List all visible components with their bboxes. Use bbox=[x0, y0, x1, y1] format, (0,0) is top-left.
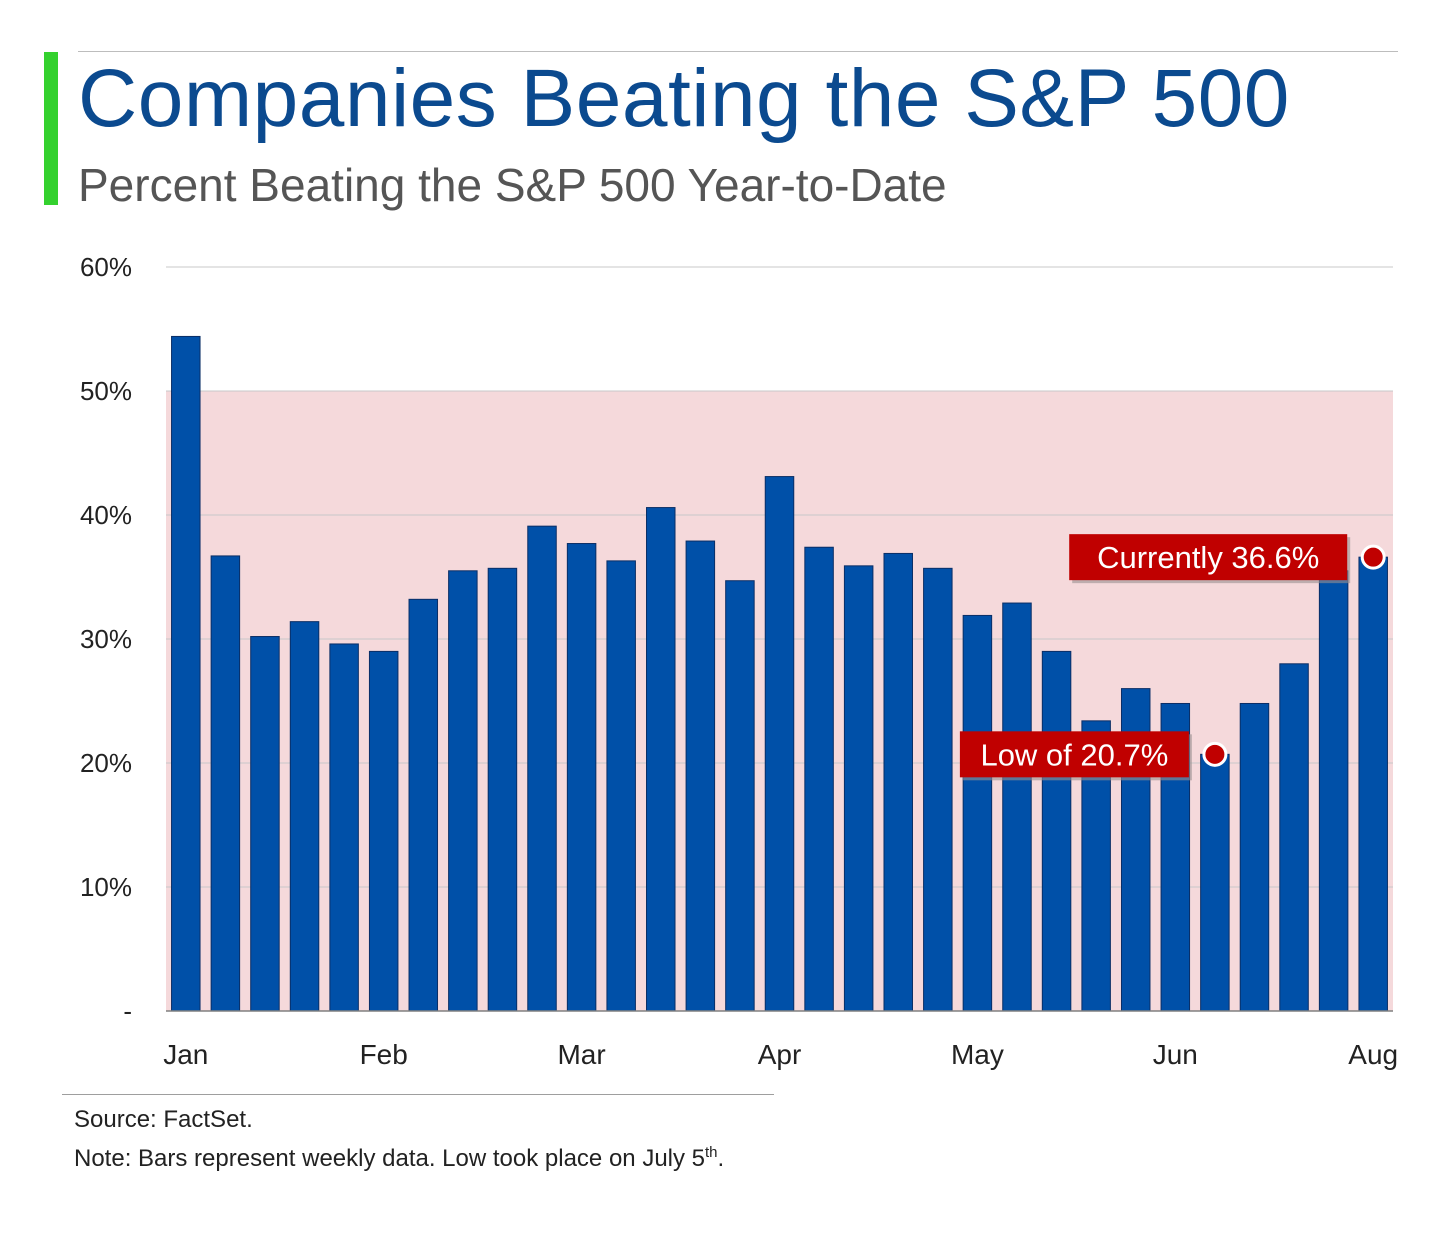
x-tick-label: Feb bbox=[360, 1039, 408, 1070]
bar bbox=[606, 560, 636, 1012]
callout-box bbox=[1069, 534, 1348, 581]
bar bbox=[210, 555, 241, 1012]
bar bbox=[566, 543, 597, 1012]
bar bbox=[448, 570, 478, 1012]
bar bbox=[171, 335, 201, 1012]
x-tick-label: Aug bbox=[1348, 1039, 1398, 1070]
bar bbox=[408, 598, 439, 1012]
callout-marker bbox=[1360, 544, 1386, 570]
bar bbox=[1318, 570, 1349, 1012]
chart-title: Companies Beating the S&P 500 bbox=[78, 53, 1290, 144]
top-rule bbox=[78, 51, 1398, 52]
bar bbox=[804, 546, 834, 1012]
bar bbox=[923, 567, 953, 1012]
y-tick-label: - bbox=[123, 996, 132, 1026]
bar bbox=[1239, 702, 1270, 1012]
bar bbox=[1358, 556, 1388, 1012]
axis-layer: 60% 50% 40% 30% 20% 10% - Jan Feb Mar Apr May Jun Aug bbox=[80, 252, 1398, 1070]
footnote: Note: Bars represent weekly data. Low to… bbox=[74, 1144, 724, 1173]
bar bbox=[962, 614, 993, 1012]
x-tick-label: Mar bbox=[557, 1039, 605, 1070]
footnote-end: . bbox=[717, 1145, 725, 1172]
bar bbox=[646, 507, 676, 1012]
bar bbox=[329, 643, 359, 1012]
footnote-text: Note: Bars represent weekly data. Low to… bbox=[74, 1145, 706, 1172]
callout-box bbox=[959, 731, 1189, 778]
callout-label: Low of 20.7% bbox=[980, 737, 1168, 772]
annotations-layer: Currently 36.6% Low of 20.7% bbox=[959, 534, 1386, 781]
x-tick-label: Jan bbox=[163, 1039, 208, 1070]
y-tick-label: 30% bbox=[80, 624, 132, 654]
chart-subtitle: Percent Beating the S&P 500 Year-to-Date bbox=[78, 159, 947, 211]
footnote-superscript: th bbox=[705, 1144, 718, 1161]
bar bbox=[289, 621, 320, 1012]
accent-bar bbox=[44, 52, 58, 205]
callout-marker bbox=[1202, 741, 1228, 767]
bar bbox=[843, 565, 874, 1012]
callout-label: Currently 36.6% bbox=[1097, 540, 1319, 575]
bar bbox=[685, 540, 716, 1012]
y-tick-label: 60% bbox=[80, 252, 132, 282]
x-tick-label: Apr bbox=[758, 1039, 802, 1070]
x-tick-label: May bbox=[951, 1039, 1004, 1070]
y-tick-label: 50% bbox=[80, 376, 132, 406]
bar bbox=[1041, 650, 1072, 1012]
footer-rule bbox=[62, 1094, 774, 1095]
y-tick-label: 20% bbox=[80, 748, 132, 778]
x-tick-label: Jun bbox=[1153, 1039, 1198, 1070]
bar bbox=[764, 476, 795, 1012]
y-tick-label: 40% bbox=[80, 500, 132, 530]
bar bbox=[1002, 602, 1032, 1012]
bar bbox=[1200, 753, 1230, 1012]
y-tick-label: 10% bbox=[80, 872, 132, 902]
bar bbox=[883, 552, 913, 1012]
bar bbox=[725, 580, 755, 1012]
bar bbox=[1279, 663, 1309, 1012]
bar bbox=[487, 567, 518, 1012]
bar bbox=[527, 525, 557, 1012]
bar bbox=[250, 636, 280, 1012]
source-note: Source: FactSet. bbox=[74, 1106, 253, 1133]
bar bbox=[368, 650, 399, 1012]
